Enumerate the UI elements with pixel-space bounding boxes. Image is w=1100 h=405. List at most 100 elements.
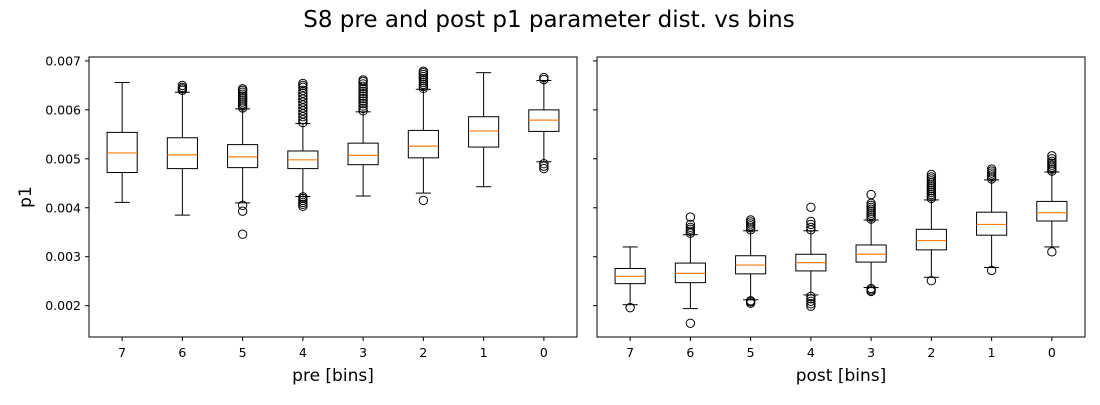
box-2 xyxy=(915,169,947,286)
box-2 xyxy=(407,66,439,206)
box-3 xyxy=(855,189,887,297)
x-tick-label: 0 xyxy=(540,345,548,360)
box-1 xyxy=(976,164,1008,276)
box-4 xyxy=(795,202,827,311)
flier-point xyxy=(237,200,248,211)
x-axis-label: post [bins] xyxy=(796,366,887,386)
axes-frame xyxy=(596,56,1086,338)
flier-point xyxy=(685,219,696,230)
flier-point xyxy=(806,301,816,311)
figure-title: S8 pre and post p1 parameter dist. vs bi… xyxy=(303,7,794,33)
flier-point xyxy=(298,85,308,95)
flier-point xyxy=(237,229,248,239)
x-tick-label: 7 xyxy=(626,345,634,360)
flier-point xyxy=(358,89,368,99)
flier-point xyxy=(177,80,188,91)
flier-point xyxy=(298,80,308,91)
flier-point xyxy=(358,91,368,101)
x-tick-label: 2 xyxy=(419,345,427,360)
flier-point xyxy=(358,93,368,104)
flier-point xyxy=(358,81,368,92)
y-tick-label: 0.005 xyxy=(45,151,81,166)
flier-point xyxy=(1047,154,1057,164)
flier-point xyxy=(926,172,937,182)
x-tick-label: 3 xyxy=(867,345,875,360)
flier-point xyxy=(358,75,368,85)
flier-point xyxy=(806,299,816,309)
flier-point xyxy=(806,296,816,306)
flier-point xyxy=(539,163,549,174)
flier-point xyxy=(986,265,997,276)
flier-point xyxy=(539,159,549,169)
flier-point xyxy=(866,189,876,200)
flier-point xyxy=(866,283,876,294)
flier-point xyxy=(806,219,816,230)
box-0 xyxy=(528,72,560,174)
box-body xyxy=(407,129,439,159)
flier-point xyxy=(685,222,696,233)
flier-point xyxy=(926,169,937,180)
box-6 xyxy=(674,212,706,328)
flier-point xyxy=(685,318,696,328)
box-body xyxy=(468,116,500,148)
y-axis-label: p1 xyxy=(16,186,36,208)
flier-point xyxy=(806,294,816,304)
x-tick-label: 5 xyxy=(239,345,247,360)
y-tick-label: 0.006 xyxy=(45,102,81,117)
x-axis-label: pre [bins] xyxy=(292,366,374,386)
flier-point xyxy=(298,192,308,202)
x-tick-label: 1 xyxy=(988,345,996,360)
box-body xyxy=(915,228,947,251)
box-7 xyxy=(614,246,646,313)
flier-point xyxy=(1047,151,1057,161)
flier-point xyxy=(418,66,429,76)
flier-point xyxy=(237,84,248,94)
flier-point xyxy=(806,291,816,302)
x-tick-label: 6 xyxy=(686,345,694,360)
box-body xyxy=(976,211,1008,236)
flier-point xyxy=(358,86,368,96)
box-body xyxy=(347,142,379,166)
box-4 xyxy=(287,78,319,212)
flier-point xyxy=(1047,247,1057,257)
panel-pre: 7 6 5 4 3 2 1 0 0.002 0.003 0.004 0.005 0.006 0.007 pr… xyxy=(16,53,578,386)
flier-point xyxy=(986,164,997,174)
flier-point xyxy=(298,88,308,98)
flier-point xyxy=(806,216,816,227)
x-tick-label: 1 xyxy=(480,345,488,360)
x-tick-label: 4 xyxy=(807,345,815,360)
box-body xyxy=(227,144,259,169)
y-tick-label: 0.003 xyxy=(45,249,81,264)
flier-point xyxy=(926,276,937,286)
box-0 xyxy=(1036,151,1068,257)
flier-point xyxy=(1047,156,1057,166)
box-body xyxy=(1036,200,1068,222)
x-tick-label: 0 xyxy=(1048,345,1056,360)
x-tick-label: 6 xyxy=(178,345,186,360)
x-tick-label: 7 xyxy=(118,345,126,360)
x-tick-label: 3 xyxy=(359,345,367,360)
flier-point xyxy=(685,212,696,222)
box-7 xyxy=(106,81,138,203)
flier-point xyxy=(625,302,635,313)
flier-point xyxy=(358,79,368,89)
x-tick-label: 2 xyxy=(927,345,935,360)
box-body xyxy=(855,244,887,263)
box-5 xyxy=(227,84,259,239)
flier-point xyxy=(237,206,248,216)
box-1 xyxy=(468,72,500,188)
axes-frame xyxy=(88,56,578,338)
x-tick-label: 4 xyxy=(299,345,307,360)
x-tick-label: 5 xyxy=(747,345,755,360)
flier-point xyxy=(745,296,756,306)
flier-point xyxy=(539,72,549,83)
panel-post: 7 6 5 4 3 2 1 0 post [bins] xyxy=(593,56,1086,386)
flier-point xyxy=(418,195,429,206)
y-tick-label: 0.004 xyxy=(45,200,81,215)
flier-point xyxy=(358,98,368,109)
y-tick-label: 0.007 xyxy=(45,53,81,68)
flier-point xyxy=(358,96,368,106)
y-tick-label: 0.002 xyxy=(45,298,81,313)
